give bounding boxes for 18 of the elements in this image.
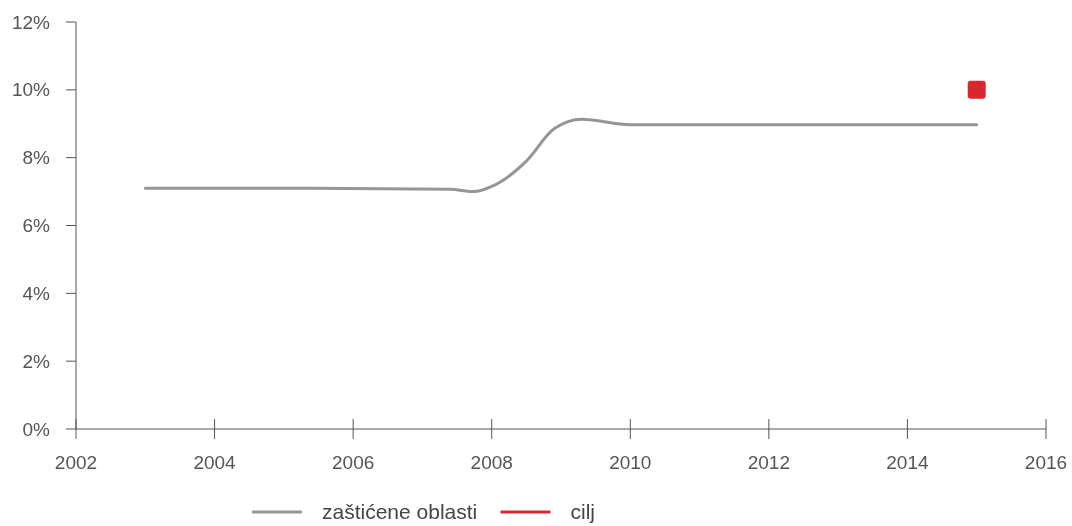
legend-label: zaštićene oblasti bbox=[322, 500, 478, 524]
y-tick-label: 8% bbox=[22, 147, 51, 169]
y-tick-label: 2% bbox=[22, 350, 51, 372]
x-tick-label: 2014 bbox=[886, 452, 929, 473]
x-tick-label: 2006 bbox=[332, 452, 375, 473]
x-tick-label: 2002 bbox=[54, 452, 98, 473]
x-tick-label: 2012 bbox=[747, 452, 790, 473]
x-tick-label: 2008 bbox=[470, 452, 513, 473]
x-tick-label: 2010 bbox=[609, 452, 652, 473]
y-tick-label: 10% bbox=[11, 79, 51, 101]
y-tick-label: 12% bbox=[11, 11, 51, 33]
y-tick-label: 0% bbox=[22, 418, 51, 440]
y-tick-label: 4% bbox=[22, 282, 51, 304]
x-tick-label: 2004 bbox=[193, 452, 237, 473]
y-tick-label: 6% bbox=[22, 215, 51, 237]
line-series bbox=[143, 117, 979, 194]
legend-label: cilj bbox=[570, 500, 595, 524]
x-tick-label: 2016 bbox=[1024, 452, 1068, 473]
